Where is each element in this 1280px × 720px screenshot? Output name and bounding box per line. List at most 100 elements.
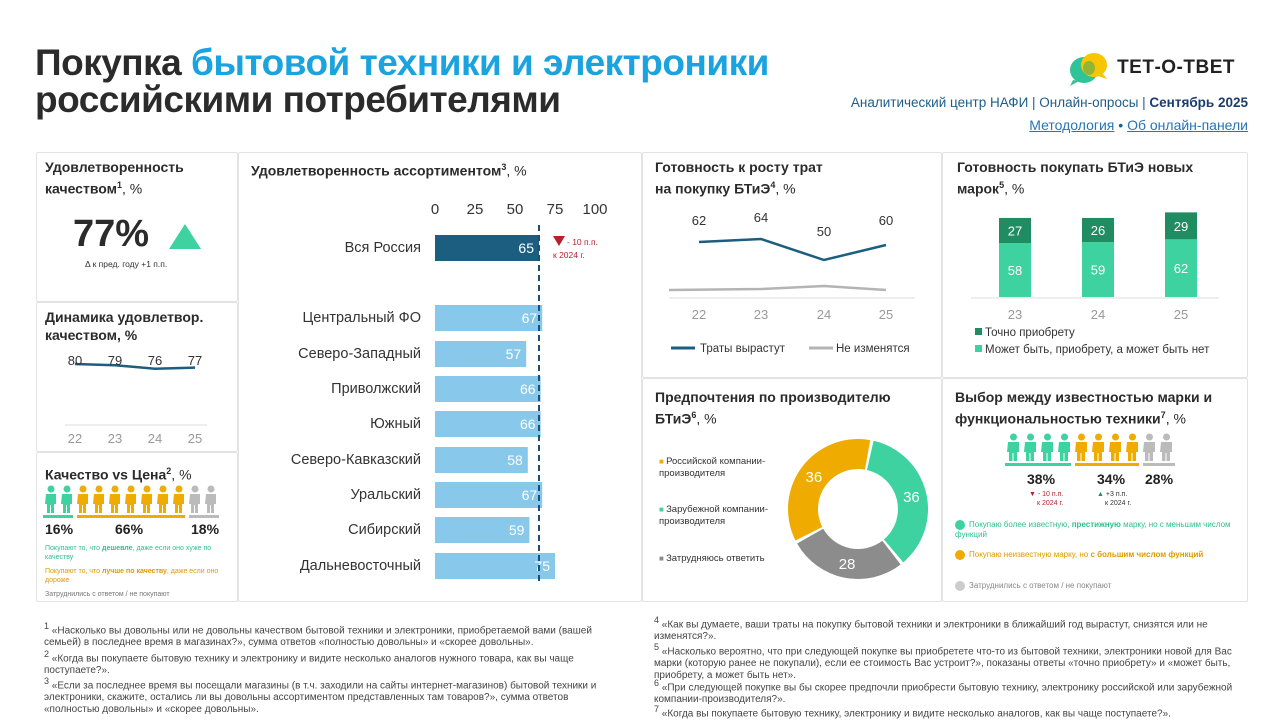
legend-swatch <box>975 345 982 352</box>
footnote-5: 5 «Насколько вероятно, что при следующей… <box>654 641 1239 682</box>
unit: , % <box>1004 180 1025 197</box>
x-tick-label: 22 <box>692 307 706 322</box>
person-icon <box>205 485 216 513</box>
category-label: Дальневосточный <box>300 558 421 574</box>
person-icon <box>93 485 104 513</box>
footnote-2: 2 «Когда вы покупаете бытовую технику и … <box>44 648 624 677</box>
survey-date: Сентябрь 2025 <box>1149 95 1248 110</box>
footnote-text: «Если за последнее время вы посещали маг… <box>44 680 597 716</box>
person-icon <box>1160 433 1172 461</box>
prestige-delta: ▼ - 10 п.п. к 2024 г. <box>1029 490 1063 508</box>
category-label: Приволжский <box>331 381 421 397</box>
manufacturer-donut-chart: 36 28 36 <box>788 439 928 579</box>
bar-value-label: 59 <box>1091 263 1105 278</box>
legend-prestige: Покупаю более известную, престижную марк… <box>955 520 1235 540</box>
category-label: Уральский <box>351 487 422 503</box>
bar-value-label: 75 <box>534 558 550 574</box>
x-tick-label: 24 <box>148 431 162 446</box>
bar-value-label: 59 <box>509 522 525 538</box>
note-text: Покупают то, что <box>45 568 103 575</box>
spending-growth-panel: Готовность к росту трат на покупку БТиЭ4… <box>642 152 942 378</box>
functions-delta: ▲ +3 п.п. к 2024 г. <box>1097 490 1131 508</box>
person-icon <box>77 485 88 513</box>
series-line <box>74 362 196 371</box>
spending-growth-chart: 62 64 50 60 22 23 24 25 Траты вырастут Не изменят… <box>668 210 915 355</box>
legend-label: Не изменятся <box>836 343 910 355</box>
bar-value-label: 66 <box>520 381 536 397</box>
x-tick-label: 23 <box>1008 307 1022 322</box>
footnote-number: 2 <box>44 649 50 659</box>
down-triangle-icon: ▼ <box>1029 491 1036 498</box>
links-line: Методология • Об онлайн-панели <box>1029 117 1248 133</box>
category-label: Северо-Западный <box>298 346 421 362</box>
bar-value-label: 26 <box>1091 223 1105 238</box>
title-line-b: марок <box>957 180 1000 197</box>
legend-text: Покупаю неизвестную марку, но <box>969 550 1091 559</box>
title-highlight: бытовой техники и электроники <box>191 42 769 83</box>
footnote-number: 7 <box>654 704 660 714</box>
x-tick-label: 25 <box>879 307 893 322</box>
brand-vs-function-title: Выбор между известностью марки и функцио… <box>955 388 1212 428</box>
donut-slice <box>866 440 928 563</box>
bar-segment <box>999 243 1031 297</box>
legend-bold: с большим числом функций <box>1090 550 1204 559</box>
x-tick-label: 50 <box>507 201 524 218</box>
cheaper-value: 16% <box>45 521 74 537</box>
note-bold: дешевле <box>102 545 133 552</box>
legend-russian: ■ Российской компании-производителя <box>659 456 789 480</box>
methodology-link[interactable]: Методология <box>1029 117 1115 133</box>
legend-label: Траты вырастут <box>700 343 786 355</box>
bar-value-label: 67 <box>522 487 538 503</box>
category-label: Южный <box>370 416 421 432</box>
bar <box>435 553 555 579</box>
person-icon <box>1058 433 1070 461</box>
legend-label: Зарубежной компании-производителя <box>659 504 768 527</box>
slice-value-label: 28 <box>839 556 856 573</box>
bar <box>435 341 527 367</box>
data-label: 62 <box>692 213 706 228</box>
legend-functions: Покупаю неизвестную марку, но с большим … <box>955 550 1235 560</box>
unit: , % <box>775 180 796 197</box>
note-text: , даже если оно хуже по качеству <box>45 545 212 561</box>
slice-value-label: 36 <box>903 489 920 506</box>
title-line-a: Динамика удовлетвор. <box>45 309 204 325</box>
x-tick-label: 22 <box>68 431 82 446</box>
quality-vs-price-panel: Качество vs Цена2, % 16% 66% 18% Покупаю… <box>36 452 238 602</box>
person-icon <box>157 485 168 513</box>
donut-slice <box>797 528 901 579</box>
title-line-a: Готовность к росту трат <box>655 159 823 175</box>
bar-value-label: 58 <box>1008 263 1022 278</box>
person-icon <box>125 485 136 513</box>
delta-text: к 2024 г. <box>1105 500 1132 507</box>
segment-bar <box>1005 463 1071 466</box>
quality-satisfaction-value: 77% <box>73 213 150 255</box>
manufacturer-title: Предпочтения по производителю БТиЭ6, % <box>655 388 891 428</box>
page-title: Покупка бытовой техники и электроники ро… <box>35 44 769 118</box>
legend-dot <box>955 520 965 530</box>
legend-undecided: Затруднились с ответом / не покупают <box>955 581 1235 591</box>
bar-segment <box>999 217 1031 244</box>
bar-value-label: 62 <box>1174 261 1188 276</box>
legend-bold: престижную <box>1071 520 1121 529</box>
x-tick-label: 25 <box>467 201 484 218</box>
person-icon <box>1007 433 1019 461</box>
bar <box>435 411 541 437</box>
footnote-1: 1 «Насколько вы довольны или не довольны… <box>44 620 624 649</box>
footnote-ref: 4 <box>770 180 776 190</box>
data-label: 80 <box>68 353 82 368</box>
note-cheaper: Покупают то, что дешевле, даже если оно … <box>45 544 235 562</box>
data-label: 50 <box>817 224 831 239</box>
prestige-value: 38% <box>1027 471 1056 487</box>
person-icon <box>141 485 152 513</box>
unit: , % <box>121 180 143 197</box>
note-text: Покупают то, что <box>45 545 103 552</box>
title-line-b: на покупку БТиЭ <box>655 180 771 197</box>
bar-value-label: 57 <box>506 346 522 362</box>
footnote-number: 4 <box>654 615 660 625</box>
bar-value-label: 65 <box>518 240 534 256</box>
assortment-chart: 0 25 50 75 100 Вся Россия 65 Центральный ФО 67 Се… <box>291 201 608 585</box>
brand-vs-function-panel: Выбор между известностью марки и функцио… <box>942 378 1248 602</box>
online-panel-link[interactable]: Об онлайн-панели <box>1127 117 1248 133</box>
category-label: Сибирский <box>348 522 421 538</box>
segment-bar <box>77 515 185 518</box>
